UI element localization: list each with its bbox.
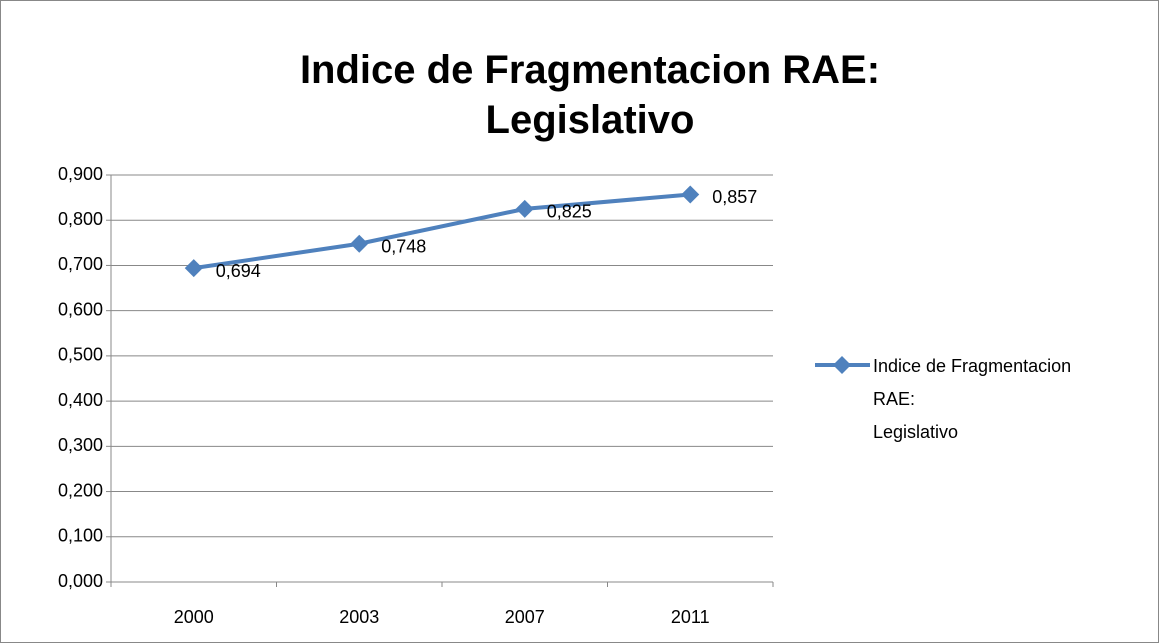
point [681,185,700,204]
y-tick-label: 0,800 [58,209,103,229]
y-tick-label: 0,500 [58,345,103,365]
x-tick-label: 2007 [505,607,545,627]
x-tick-label: 2003 [339,607,379,627]
series-line [193,192,691,271]
y-tick-label: 0,900 [58,164,103,184]
point [350,234,369,253]
x-tick-label: 2011 [671,607,710,627]
y-tick-label: 0,100 [58,526,103,546]
y-tick-label: 0,200 [58,480,103,500]
y-tick-label: 0,400 [58,390,103,410]
point [515,199,534,218]
point [184,259,203,278]
y-tick-label: 0,600 [58,299,103,319]
data-label: 0,748 [381,236,426,256]
x-tick-label: 2000 [174,607,214,627]
data-label: 0,857 [712,187,757,207]
chart-title: Indice de Fragmentacion RAE: Legislativo [299,48,881,142]
y-tick-label: 0,700 [58,254,103,274]
y-tick-label: 0,300 [58,435,103,455]
data-label: 0,825 [547,202,592,222]
data-label: 0,694 [216,261,261,281]
y-tick-label: 0,000 [58,571,103,591]
legend-marker [833,356,851,374]
legend-label: Indice de Fragmentacion RAE: Legislativo [873,356,1072,442]
